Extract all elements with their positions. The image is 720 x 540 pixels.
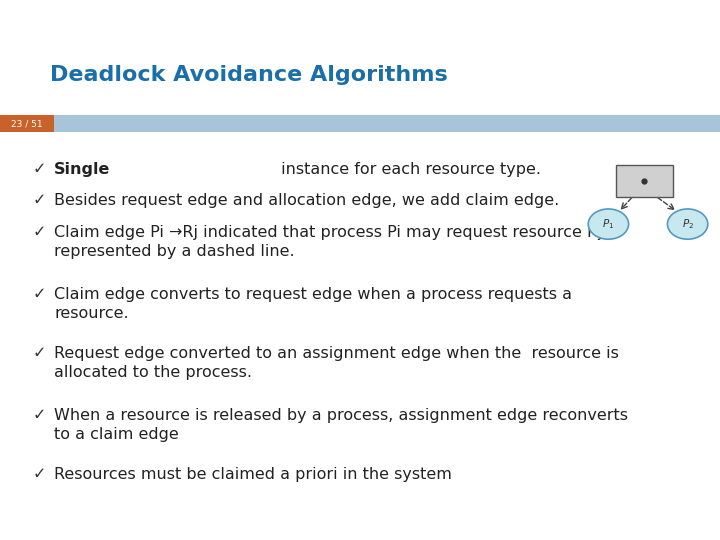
- Text: ✓: ✓: [33, 467, 46, 482]
- Text: $P_2$: $P_2$: [682, 217, 693, 231]
- Text: ✓: ✓: [33, 408, 46, 423]
- Text: 23 / 51: 23 / 51: [12, 119, 42, 128]
- Circle shape: [588, 209, 629, 239]
- Bar: [0, 115, 54, 132]
- Text: ✓: ✓: [33, 287, 46, 302]
- Text: ✓: ✓: [33, 225, 46, 240]
- Text: ✓: ✓: [33, 346, 46, 361]
- Text: ✓: ✓: [33, 162, 46, 177]
- Text: Single: Single: [54, 162, 110, 177]
- Text: Claim edge Pi →Rj indicated that process Pi may request resource Rj;
represented: Claim edge Pi →Rj indicated that process…: [54, 225, 608, 259]
- Text: When a resource is released by a process, assignment edge reconverts
to a claim : When a resource is released by a process…: [54, 408, 628, 442]
- Text: Besides request edge and allocation edge, we add claim edge.: Besides request edge and allocation edge…: [54, 193, 559, 208]
- FancyBboxPatch shape: [616, 165, 673, 197]
- Text: Request edge converted to an assignment edge when the  resource is
allocated to : Request edge converted to an assignment …: [54, 346, 619, 380]
- Circle shape: [667, 209, 708, 239]
- Text: $P_1$: $P_1$: [602, 217, 615, 231]
- Text: Resources must be claimed a priori in the system: Resources must be claimed a priori in th…: [54, 467, 452, 482]
- Text: instance for each resource type.: instance for each resource type.: [276, 162, 541, 177]
- Text: Claim edge converts to request edge when a process requests a
resource.: Claim edge converts to request edge when…: [54, 287, 572, 321]
- Text: ✓: ✓: [33, 193, 46, 208]
- Text: Deadlock Avoidance Algorithms: Deadlock Avoidance Algorithms: [50, 65, 448, 85]
- Bar: [0, 115, 720, 132]
